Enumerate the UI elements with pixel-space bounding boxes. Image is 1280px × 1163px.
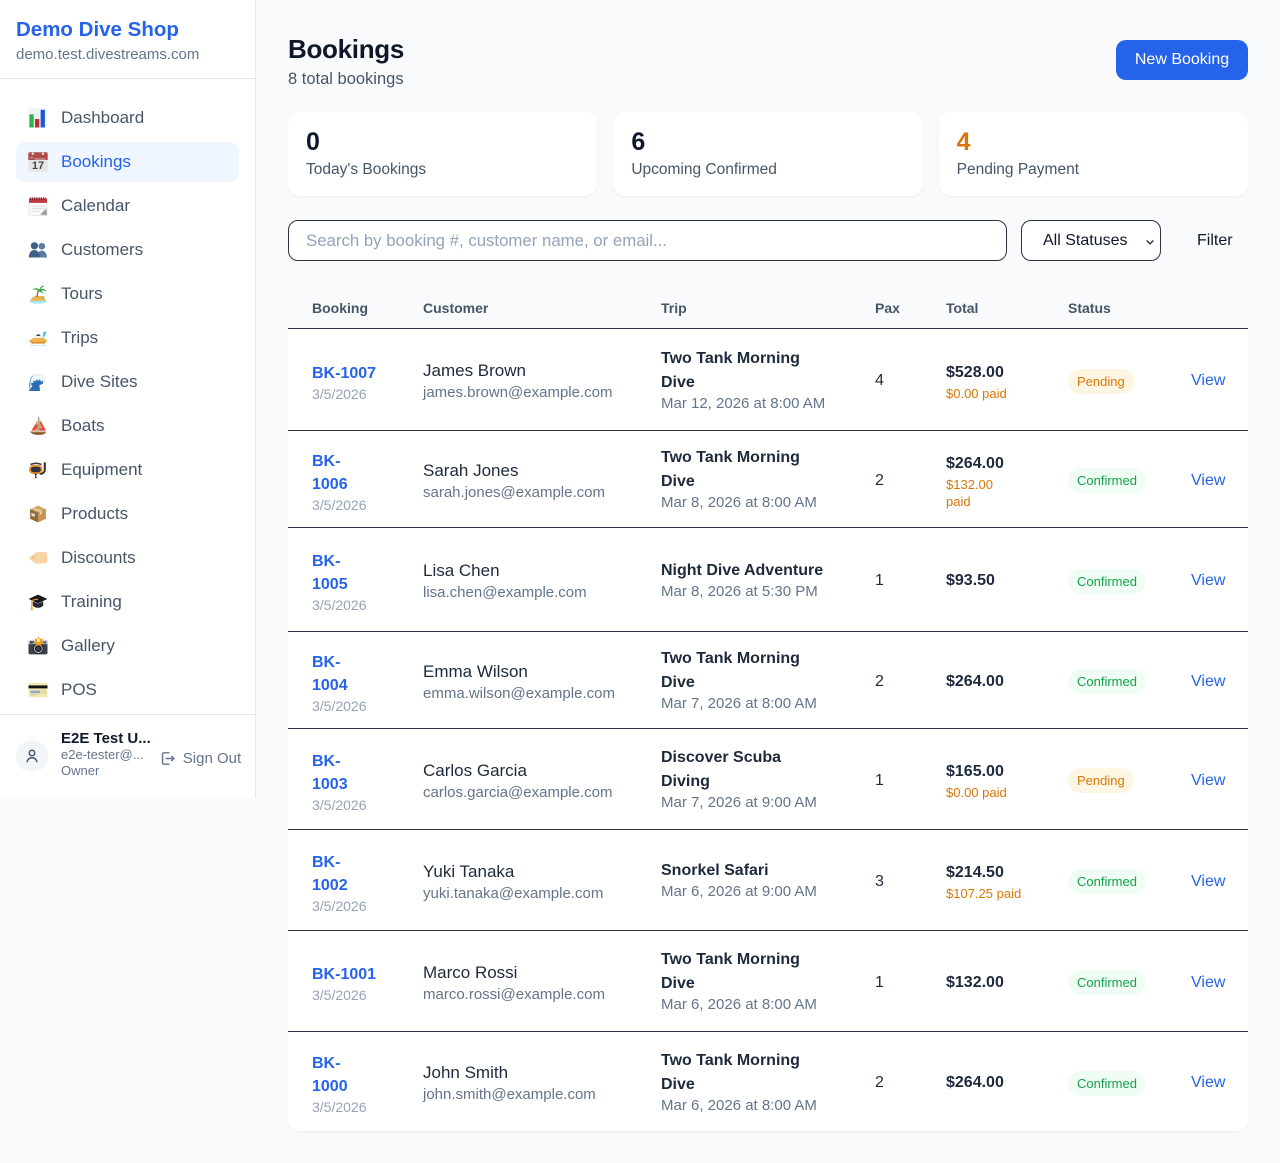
svg-text:17: 17 <box>32 160 44 172</box>
